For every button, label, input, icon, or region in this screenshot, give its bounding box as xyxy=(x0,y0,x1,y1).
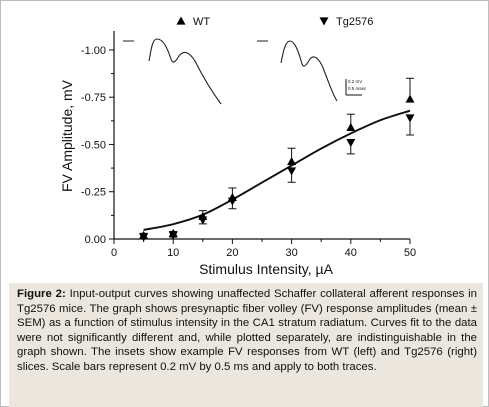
x-tick-label: 10 xyxy=(167,247,179,259)
y-tick-label: 0.00 xyxy=(85,234,106,246)
x-tick-label: 0 xyxy=(111,247,117,259)
wt-inset-trace xyxy=(123,38,222,105)
tg2576-marker xyxy=(287,167,297,176)
fit-curves xyxy=(143,109,411,231)
y-tick-label: -0.75 xyxy=(81,92,106,104)
axes: 0 10 20 30 40 50 0.00 -0.25 -0.50 -0.75 -1.00 xyxy=(81,31,416,259)
x-tick-label: 20 xyxy=(226,247,238,259)
wt-marker xyxy=(405,94,415,103)
x-axis-label: Stimulus Intensity, µA xyxy=(199,261,334,277)
scale-bar-label-voltage: 0.2 mV xyxy=(348,79,362,84)
legend-label: WT xyxy=(193,16,210,28)
data-marks xyxy=(139,77,415,242)
y-tick-label: -0.50 xyxy=(81,139,106,151)
legend: WT Tg2576 xyxy=(176,16,373,28)
y-tick-label: -1.00 xyxy=(81,45,106,57)
fit-curve-wt xyxy=(143,109,411,231)
legend-triangle-down-icon xyxy=(319,17,329,26)
scale-bar-label-time: 0.5 msec xyxy=(348,86,367,91)
tg2576-marker xyxy=(168,231,178,240)
y-tick-label: -0.25 xyxy=(81,187,106,199)
y-axis-label: FV Amplitude, mV xyxy=(59,79,75,192)
x-tick-label: 40 xyxy=(345,247,357,259)
tg2576-marker xyxy=(198,216,208,225)
tg2576-marker xyxy=(227,197,237,206)
legend-triangle-up-icon xyxy=(176,16,186,25)
tg2576-marker xyxy=(139,233,149,242)
tg2576-inset-trace xyxy=(257,40,338,102)
x-tick-label: 30 xyxy=(285,247,297,259)
tg2576-marker xyxy=(405,114,415,123)
inset-traces: 0.2 mV 0.5 msec xyxy=(123,38,367,105)
caption-text: Input-output curves showing unaffected S… xyxy=(17,288,477,373)
legend-label: Tg2576 xyxy=(336,16,373,28)
figure-caption: Figure 2: Input-output curves showing un… xyxy=(9,283,483,407)
x-tick-label: 50 xyxy=(404,247,416,259)
wt-marker xyxy=(287,156,297,166)
fit-curve-tg2576 xyxy=(143,110,411,231)
wt-marker xyxy=(346,122,356,132)
fv-amplitude-chart: 0 10 20 30 40 50 0.00 -0.25 -0.50 -0.75 -1.00 0.2 … xyxy=(59,16,416,277)
tg2576-marker xyxy=(346,138,356,148)
caption-label: Figure 2: xyxy=(17,288,66,300)
